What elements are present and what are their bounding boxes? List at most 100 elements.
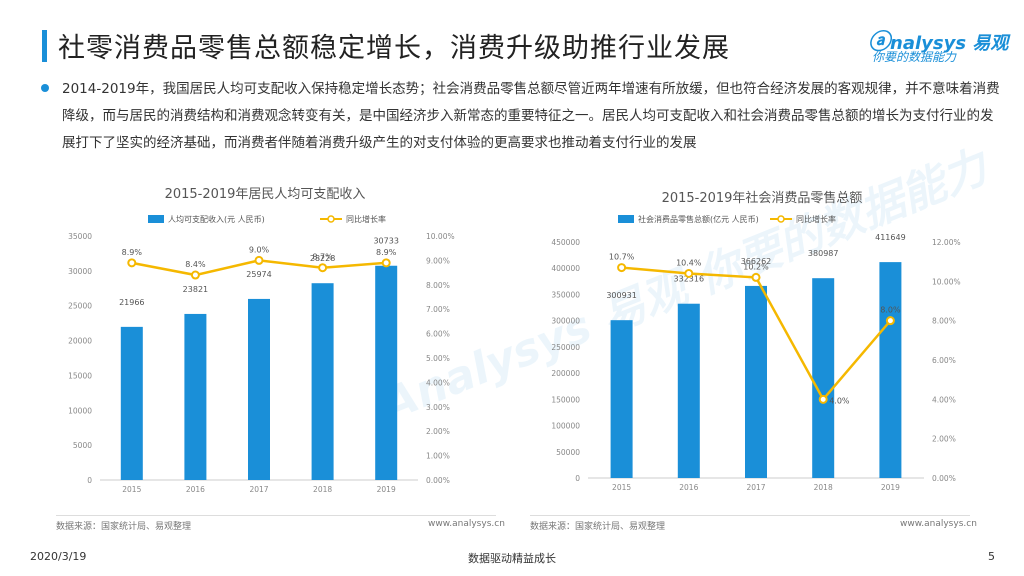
bar — [375, 265, 398, 480]
legend-bar-label: 社会消费品零售总额(亿元 人民币) — [638, 214, 759, 224]
bar-value-label: 332316 — [674, 275, 705, 284]
y-right-tick-label: 0.00% — [932, 474, 956, 483]
chart-title: 2015-2019年社会消费品零售总额 — [662, 190, 863, 206]
x-tick-label: 2015 — [612, 483, 631, 492]
growth-point — [885, 316, 895, 326]
legend-line-marker — [777, 215, 785, 223]
growth-label: 4.0% — [829, 396, 850, 405]
bar — [184, 313, 207, 480]
retail-chart: 2015-2019年社会消费品零售总额 社会消费品零售总额(亿元 人民币) 同比增长… — [522, 182, 984, 518]
y-left-tick-label: 400000 — [551, 264, 580, 273]
logo-main: ⓐnalysys 易观 — [868, 30, 1009, 55]
bar-value-label: 300931 — [606, 291, 637, 300]
chart1-footer-divider — [56, 515, 496, 516]
y-right-tick-label: 5.00% — [426, 354, 450, 363]
y-right-tick-label: 4.00% — [932, 395, 956, 404]
y-right-tick-label: 4.00% — [426, 378, 450, 387]
bar-value-label: 380987 — [808, 249, 839, 258]
growth-point — [617, 263, 627, 273]
y-left-tick-label: 15000 — [68, 371, 92, 380]
bar-value-label: 21966 — [119, 298, 144, 307]
y-right-tick-label: 6.00% — [932, 356, 956, 365]
y-right-tick-label: 2.00% — [426, 427, 450, 436]
footer-slogan: 数据驱动精益成长 — [468, 552, 556, 565]
growth-point — [751, 272, 761, 282]
y-left-tick-label: 250000 — [551, 343, 580, 352]
bar — [879, 262, 902, 478]
growth-label: 10.7% — [609, 253, 635, 262]
growth-label: 8.0% — [880, 306, 901, 315]
bar-value-label: 411649 — [875, 233, 906, 242]
y-right-tick-label: 7.00% — [426, 305, 450, 314]
y-left-tick-label: 150000 — [551, 395, 580, 404]
y-right-tick-label: 10.00% — [426, 232, 455, 241]
bar — [745, 285, 767, 478]
y-right-tick-label: 2.00% — [932, 435, 956, 444]
x-tick-label: 2017 — [746, 483, 765, 492]
chart1-url: www.analysys.cn — [428, 519, 505, 529]
bullet-dot-icon — [41, 84, 49, 92]
y-right-tick-label: 8.00% — [932, 317, 956, 326]
y-left-tick-label: 50000 — [556, 448, 580, 457]
bar — [812, 278, 835, 478]
y-left-tick-label: 450000 — [551, 238, 580, 247]
growth-point — [684, 268, 694, 278]
y-left-tick-label: 0 — [87, 476, 92, 485]
x-tick-label: 2016 — [186, 485, 205, 494]
bar — [311, 283, 334, 480]
chart2-source: 数据来源：国家统计局、易观整理 — [530, 522, 666, 532]
x-tick-label: 2019 — [377, 485, 396, 494]
bar-value-label: 23821 — [183, 285, 208, 294]
y-left-tick-label: 300000 — [551, 317, 580, 326]
growth-label: 10.4% — [676, 258, 702, 267]
bar — [677, 303, 700, 478]
analysys-logo: ⓐnalysys 易观 你要的数据能力 — [868, 24, 1008, 68]
y-left-tick-label: 20000 — [68, 337, 92, 346]
growth-label: 10.2% — [743, 262, 769, 271]
summary-text: 2014-2019年，我国居民人均可支配收入保持稳定增长态势；社会消费品零售总额… — [62, 81, 1000, 151]
chart2-footer-divider — [530, 515, 970, 516]
growth-point — [190, 270, 200, 280]
growth-label: 8.9% — [122, 248, 143, 257]
x-tick-label: 2016 — [679, 483, 698, 492]
y-left-tick-label: 0 — [575, 474, 580, 483]
growth-label: 8.9% — [376, 248, 397, 257]
legend-line-label: 同比增长率 — [346, 214, 386, 224]
y-right-tick-label: 6.00% — [426, 330, 450, 339]
bar-value-label: 28228 — [310, 254, 335, 263]
x-tick-label: 2017 — [249, 485, 268, 494]
y-left-tick-label: 200000 — [551, 369, 580, 378]
growth-point — [818, 394, 828, 404]
x-tick-label: 2018 — [814, 483, 833, 492]
growth-label: 9.0% — [249, 245, 270, 254]
x-tick-label: 2018 — [313, 485, 332, 494]
title-accent-bar — [42, 30, 47, 62]
y-left-tick-label: 30000 — [68, 267, 92, 276]
growth-point — [381, 258, 391, 268]
y-left-tick-label: 100000 — [551, 422, 580, 431]
footer-date: 2020/3/19 — [30, 550, 87, 563]
logo-sub: 你要的数据能力 — [872, 50, 957, 64]
y-left-tick-label: 35000 — [68, 232, 92, 241]
growth-label: 8.4% — [185, 260, 206, 269]
y-right-tick-label: 0.00% — [426, 476, 450, 485]
y-left-tick-label: 25000 — [68, 302, 92, 311]
chart2-url: www.analysys.cn — [900, 519, 977, 529]
growth-point — [254, 255, 264, 265]
y-right-tick-label: 9.00% — [426, 256, 450, 265]
bar-value-label: 25974 — [246, 270, 271, 279]
chart1-source: 数据来源：国家统计局、易观整理 — [56, 522, 192, 532]
x-tick-label: 2015 — [122, 485, 141, 494]
bar — [610, 320, 633, 478]
bar-value-label: 366262 — [741, 257, 772, 266]
y-right-tick-label: 10.00% — [932, 277, 961, 286]
legend-bar-swatch — [148, 215, 164, 223]
legend-bar-label: 人均可支配收入(元 人民币) — [168, 214, 265, 224]
growth-point — [127, 258, 137, 268]
growth-point — [318, 263, 328, 273]
bar — [120, 326, 143, 480]
logo-main-text: nalysys — [890, 33, 967, 54]
bar — [248, 298, 270, 480]
